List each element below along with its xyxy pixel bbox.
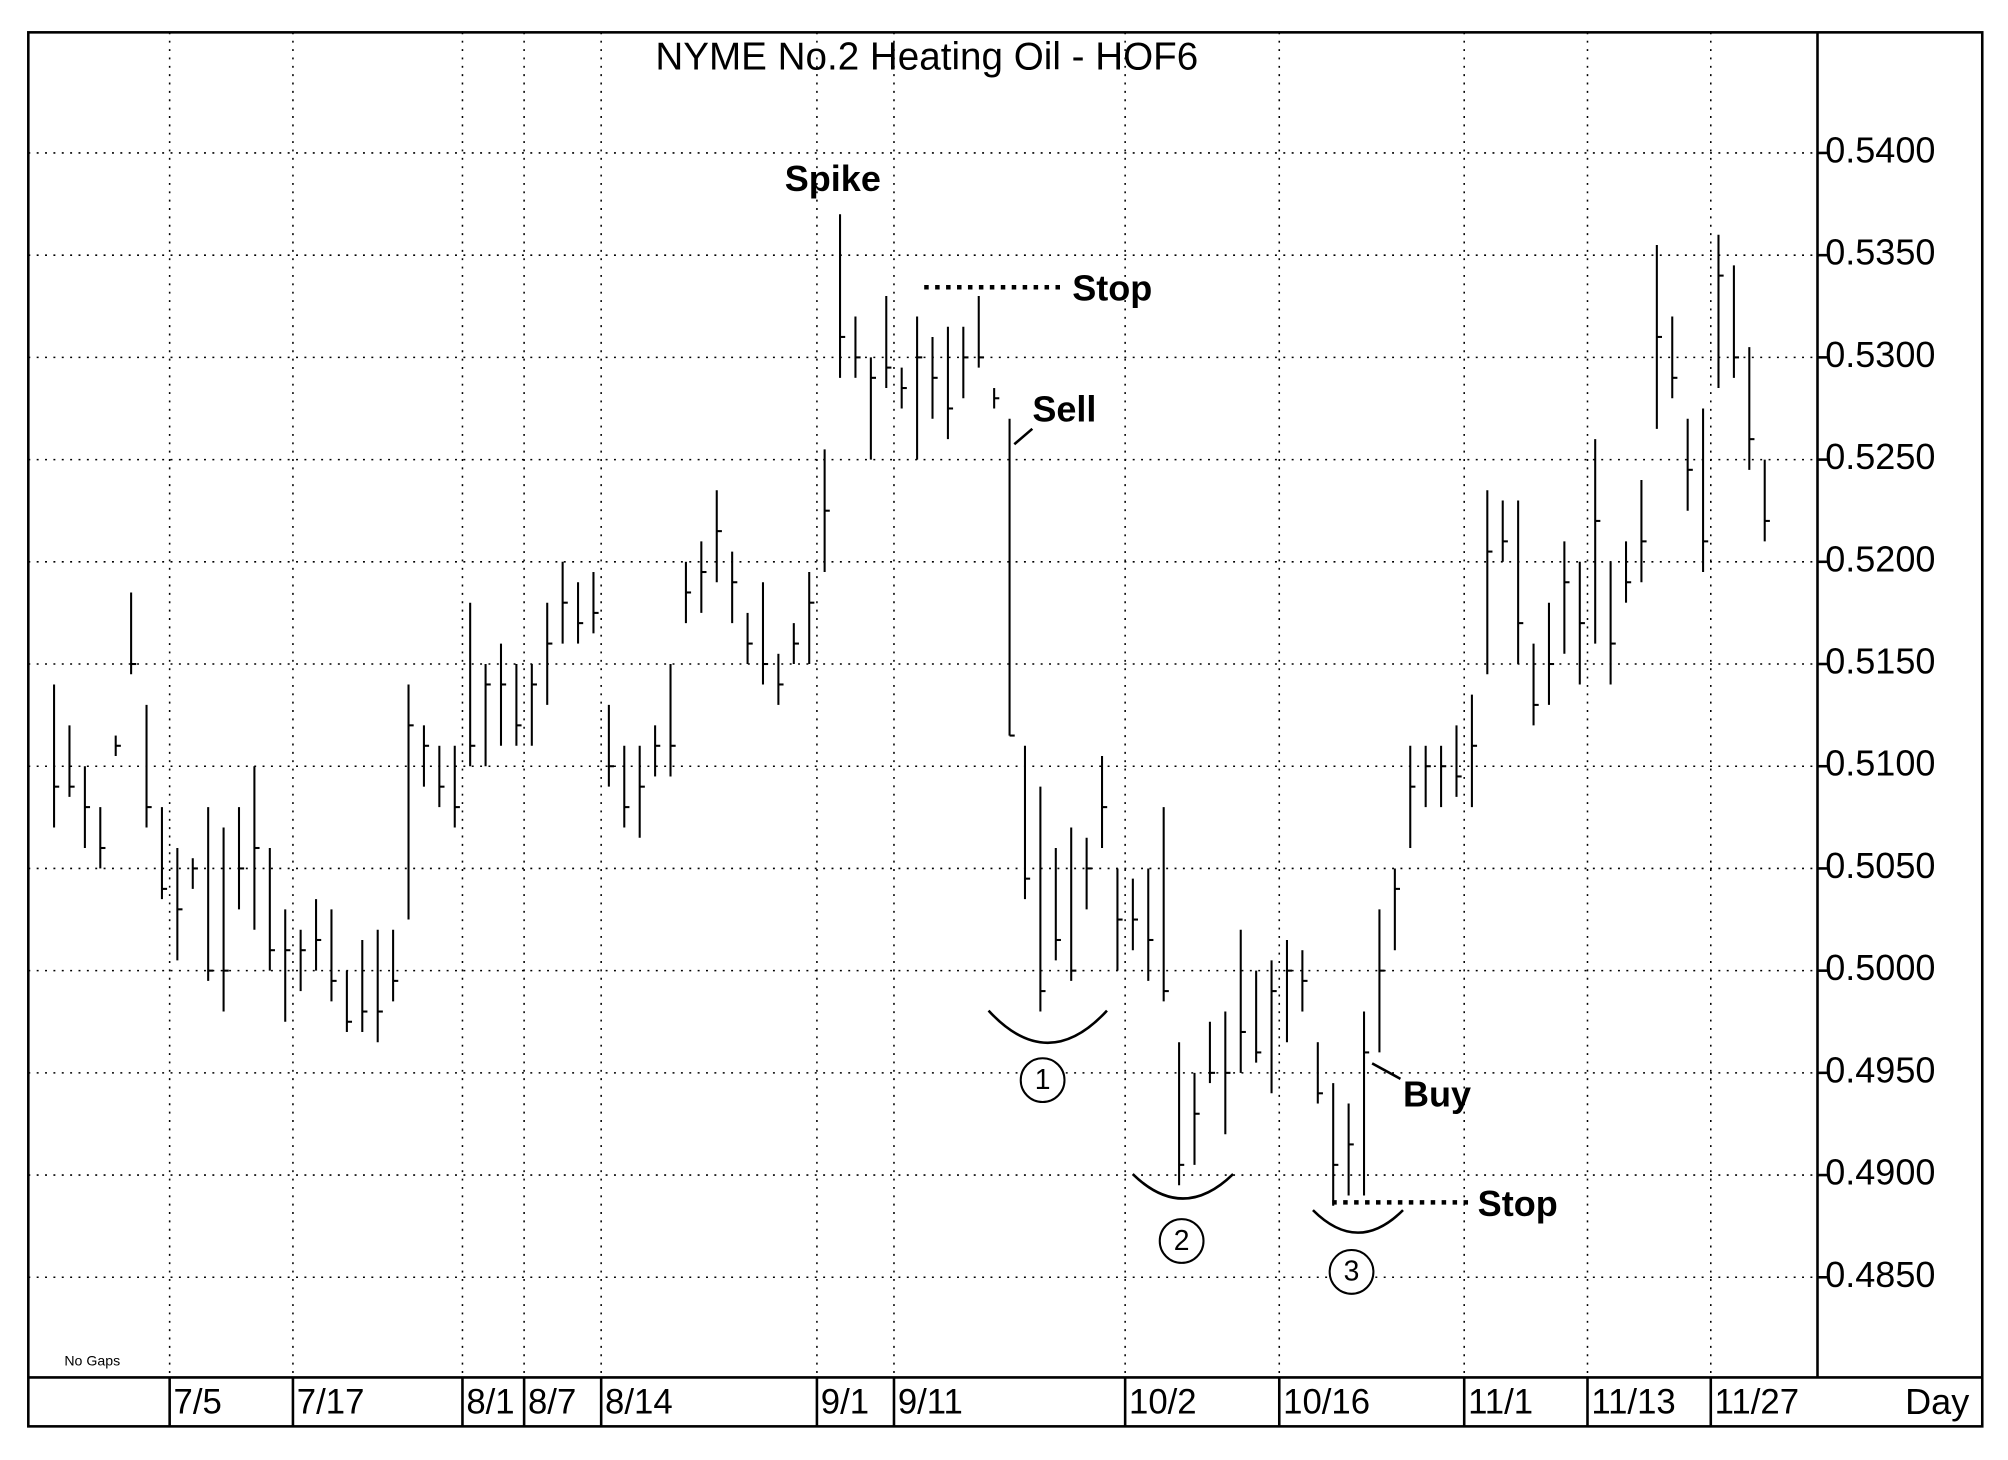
chart-title: NYME No.2 Heating Oil - HOF6 — [655, 36, 1198, 79]
y-tick-label: 0.5400 — [1825, 129, 1935, 170]
x-axis-label: Day — [1905, 1381, 1969, 1422]
bottom-brace — [1131, 1173, 1235, 1200]
y-tick-label: 0.4900 — [1825, 1152, 1935, 1193]
x-tick-label: 11/27 — [1715, 1384, 1799, 1422]
annotation: Stop — [1478, 1183, 1558, 1224]
x-tick-label: 10/16 — [1283, 1384, 1370, 1422]
x-tick-label: 10/2 — [1129, 1384, 1197, 1422]
x-tick-label: 9/1 — [821, 1384, 869, 1422]
x-tick-label: 11/13 — [1591, 1384, 1675, 1422]
x-tick-label: 9/11 — [898, 1384, 963, 1422]
annotation-number: 3 — [1344, 1255, 1360, 1287]
annotation-circle — [1019, 1057, 1066, 1104]
annotation: Sell — [1032, 389, 1096, 430]
annotation-pointer — [1371, 1062, 1402, 1080]
x-tick-label: 7/5 — [174, 1384, 222, 1422]
annotation-circle — [1158, 1218, 1205, 1264]
note: No Gaps — [64, 1353, 120, 1369]
y-tick-label: 0.5250 — [1825, 436, 1935, 477]
y-tick-label: 0.4850 — [1825, 1254, 1935, 1295]
bottom-brace — [987, 1009, 1108, 1044]
y-tick-label: 0.5350 — [1825, 232, 1935, 273]
y-tick-label: 0.5300 — [1825, 334, 1935, 375]
annotation-pointer — [1013, 427, 1034, 446]
annotation: Stop — [1072, 268, 1152, 309]
y-tick-label: 0.5100 — [1825, 743, 1935, 784]
y-tick-label: 0.5050 — [1825, 845, 1935, 886]
annotation: Buy — [1403, 1073, 1471, 1114]
annotation-number: 1 — [1035, 1063, 1051, 1095]
y-tick-label: 0.5000 — [1825, 947, 1935, 988]
annotation-number: 2 — [1174, 1224, 1190, 1256]
bottom-brace — [1312, 1209, 1404, 1234]
x-tick-label: 8/14 — [605, 1384, 673, 1422]
y-tick-label: 0.5200 — [1825, 538, 1935, 579]
x-tick-label: 8/1 — [466, 1384, 514, 1422]
y-tick-label: 0.4950 — [1825, 1049, 1935, 1090]
annotation: Spike — [785, 158, 881, 199]
x-tick-label: 11/1 — [1468, 1384, 1533, 1422]
y-tick-label: 0.5150 — [1825, 641, 1935, 682]
annotation-circle — [1328, 1248, 1375, 1295]
x-tick-label: 7/17 — [297, 1384, 365, 1422]
frame — [27, 31, 1984, 1428]
x-tick-label: 8/7 — [528, 1384, 576, 1422]
